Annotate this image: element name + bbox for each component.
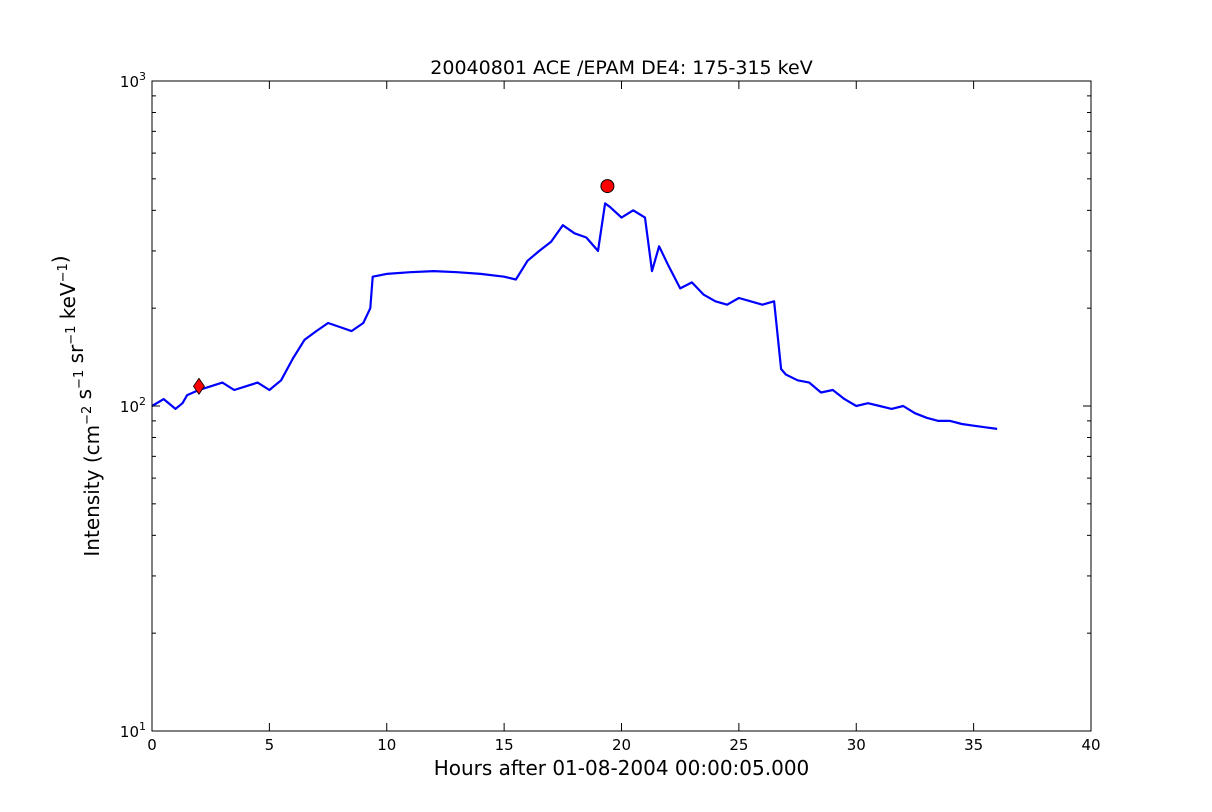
series-layer xyxy=(151,202,998,430)
y-tick-label: 102 xyxy=(120,395,146,416)
x-tick-label: 25 xyxy=(729,736,748,754)
marker-layer xyxy=(192,179,615,395)
x-axis-ticks: 0 5 10 15 20 25 30 35 40 xyxy=(147,81,1101,754)
y-tick-label: 103 xyxy=(120,70,146,91)
x-tick-label: 40 xyxy=(1081,736,1100,754)
x-tick-label: 30 xyxy=(847,736,866,754)
chart-title: 20040801 ACE /EPAM DE4: 175-315 keV xyxy=(430,57,812,79)
marker-diamond xyxy=(192,377,205,395)
x-tick-label: 5 xyxy=(265,736,275,754)
series-line-1 xyxy=(151,202,998,430)
x-tick-label: 35 xyxy=(964,736,983,754)
y-axis-ticks: 101 102 103 xyxy=(120,70,1091,741)
y-tick-label: 101 xyxy=(120,720,146,741)
plot-area xyxy=(152,81,1091,731)
x-tick-label: 15 xyxy=(495,736,514,754)
x-tick-label: 20 xyxy=(612,736,631,754)
x-tick-label: 10 xyxy=(377,736,396,754)
x-tick-label: 0 xyxy=(147,736,157,754)
x-axis-label: Hours after 01-08-2004 00:00:05.000 xyxy=(434,756,810,780)
y-axis-label: Intensity (cm−2 s−1 sr−1 keV−1) xyxy=(48,255,104,556)
marker-circle xyxy=(600,179,615,194)
